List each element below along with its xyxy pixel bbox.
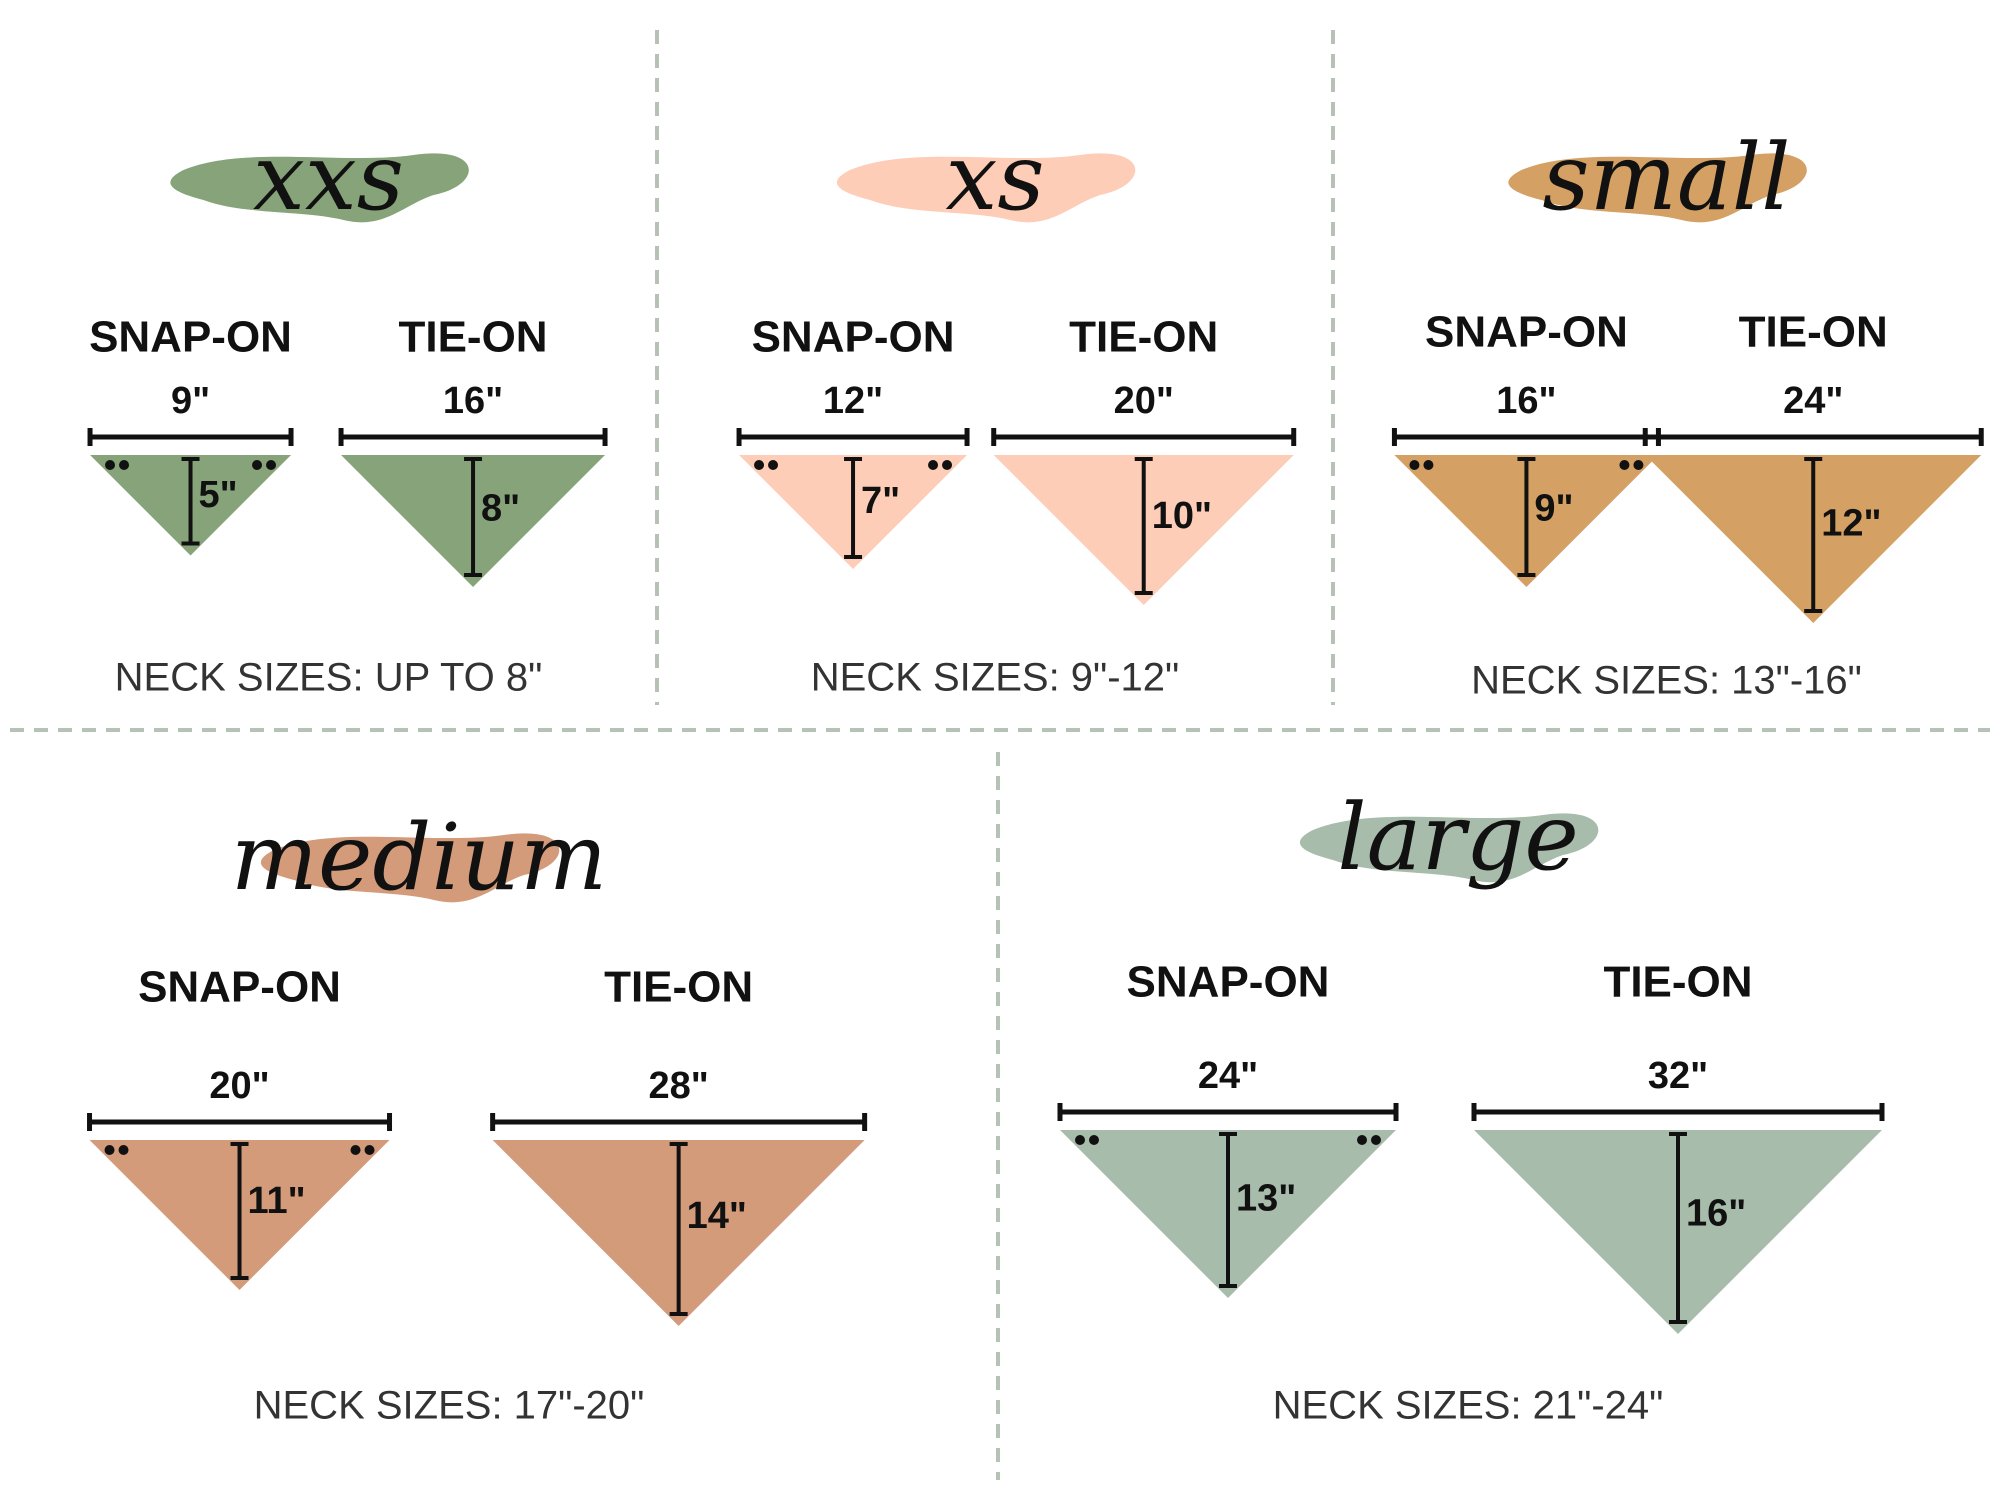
neck-sizes: NECK SIZES: 9"-12"	[811, 656, 1180, 700]
snap-dot	[118, 1145, 129, 1155]
height-label: 9"	[1534, 487, 1573, 529]
title-swatch	[1508, 153, 1807, 223]
snap-dot	[754, 460, 765, 470]
snap-dot	[364, 1145, 375, 1155]
neck-sizes: NECK SIZES: 13"-16"	[1471, 659, 1862, 703]
title-swatch	[836, 153, 1136, 223]
snap-dot	[266, 460, 277, 470]
style-label: SNAP-ON	[138, 963, 341, 1012]
width-label: 20"	[209, 1065, 269, 1107]
style-label: SNAP-ON	[89, 313, 292, 362]
snap-dot	[1423, 460, 1434, 470]
neck-sizes: NECK SIZES: 17"-20"	[254, 1384, 645, 1428]
size-title: xs	[945, 124, 1044, 231]
title-swatch	[170, 153, 469, 223]
style-label: TIE-ON	[604, 963, 753, 1012]
style-label: TIE-ON	[1603, 958, 1752, 1007]
width-label: 24"	[1783, 380, 1843, 422]
size-title: medium	[231, 804, 608, 911]
height-label: 8"	[481, 487, 520, 529]
height-label: 12"	[1821, 503, 1881, 545]
snap-dot	[1089, 1135, 1099, 1145]
snap-dot	[119, 460, 130, 470]
height-label: 16"	[1686, 1193, 1746, 1235]
snap-dot	[252, 460, 263, 470]
width-label: 16"	[1496, 380, 1556, 422]
snap-dot	[1409, 460, 1420, 470]
snap-dot	[1075, 1135, 1085, 1145]
width-label: 24"	[1198, 1055, 1258, 1097]
width-label: 9"	[171, 380, 210, 422]
title-swatch	[1299, 813, 1599, 883]
size-title: small	[1542, 124, 1790, 231]
style-label: SNAP-ON	[1127, 958, 1330, 1007]
style-label: SNAP-ON	[752, 313, 955, 362]
height-label: 7"	[861, 480, 900, 522]
width-label: 28"	[648, 1065, 708, 1107]
snap-dot	[1357, 1135, 1367, 1145]
snap-dot	[1633, 460, 1644, 470]
height-label: 10"	[1152, 495, 1212, 537]
snap-dot	[768, 460, 779, 470]
width-label: 20"	[1114, 380, 1174, 422]
height-label: 13"	[1236, 1178, 1296, 1220]
style-label: TIE-ON	[1069, 313, 1218, 362]
style-label: SNAP-ON	[1425, 308, 1628, 357]
height-label: 14"	[687, 1195, 747, 1237]
height-label: 5"	[199, 474, 238, 516]
size-title: xxs	[253, 124, 404, 231]
snap-dot	[1619, 460, 1630, 470]
snap-dot	[105, 460, 116, 470]
neck-sizes: NECK SIZES: UP TO 8"	[115, 656, 543, 700]
size-title: large	[1337, 784, 1579, 891]
snap-dot	[942, 460, 953, 470]
width-label: 16"	[443, 380, 503, 422]
height-label: 11"	[248, 1180, 306, 1222]
snap-dot	[104, 1145, 115, 1155]
width-label: 12"	[823, 380, 883, 422]
snap-dot	[1371, 1135, 1381, 1145]
neck-sizes: NECK SIZES: 21"-24"	[1273, 1384, 1664, 1428]
width-label: 32"	[1648, 1055, 1708, 1097]
snap-dot	[928, 460, 939, 470]
style-label: TIE-ON	[398, 313, 547, 362]
style-label: TIE-ON	[1739, 308, 1888, 357]
title-swatch	[260, 833, 560, 903]
snap-dot	[350, 1145, 361, 1155]
